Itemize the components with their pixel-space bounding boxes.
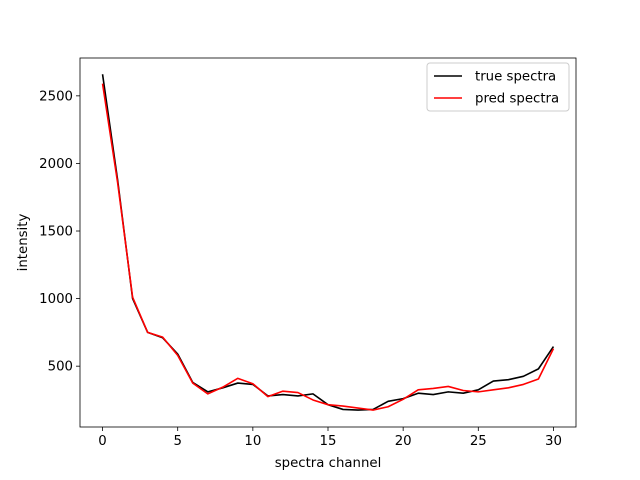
axes-layer: 0 5 10 15 20 25 30 500 1000 1500 2000 2500 xyxy=(39,57,577,449)
legend-label-true-spectra: true spectra xyxy=(475,70,556,85)
y-tick-label: 500 xyxy=(48,360,73,375)
y-tick-label: 1500 xyxy=(39,225,73,240)
x-tick-label: 10 xyxy=(244,434,261,449)
legend-label-pred-spectra: pred spectra xyxy=(475,92,559,107)
plot-background xyxy=(80,58,576,427)
y-tick-label: 1000 xyxy=(39,292,73,307)
x-tick-label: 15 xyxy=(320,434,337,449)
x-axis-title: spectra channel xyxy=(275,456,382,471)
x-tick-label: 30 xyxy=(545,434,562,449)
legend: true spectra pred spectra xyxy=(426,62,570,112)
x-tick-label: 5 xyxy=(173,434,181,449)
series-line-pred-spectra xyxy=(101,83,555,411)
series-layer xyxy=(101,74,555,411)
x-tick-label: 25 xyxy=(470,434,487,449)
x-tick-label: 0 xyxy=(98,434,106,449)
legend-box xyxy=(426,62,570,112)
y-tick-label: 2000 xyxy=(39,157,73,172)
plot-area xyxy=(80,58,576,427)
x-tick-label: 20 xyxy=(395,434,412,449)
y-tick-label: 2500 xyxy=(39,89,73,104)
y-axis-title: intensity xyxy=(16,214,31,272)
